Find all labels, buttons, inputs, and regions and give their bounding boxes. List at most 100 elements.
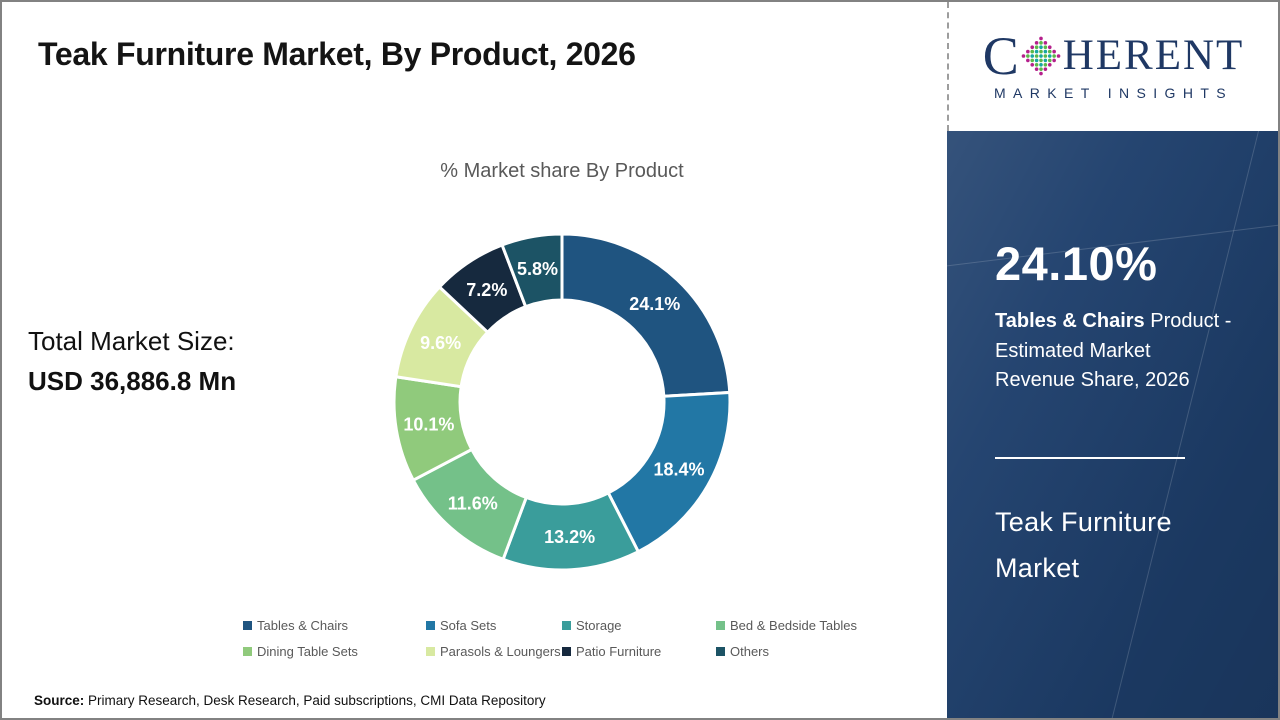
source-label: Source:: [34, 693, 85, 708]
highlight-description-line2: Estimated Market: [995, 339, 1151, 362]
globe-dot: [1052, 49, 1056, 54]
globe-dot: [1030, 49, 1034, 54]
donut-segment-label: 9.6%: [420, 333, 461, 353]
globe-dot: [1047, 45, 1052, 50]
legend-item: Dining Table Sets: [243, 644, 426, 659]
legend-swatch-icon: [716, 621, 725, 630]
legend-label: Tables & Chairs: [257, 618, 349, 633]
globe-dot: [1034, 41, 1039, 45]
globe-dot: [1038, 67, 1043, 71]
globe-dot: [1034, 62, 1039, 67]
legend-item: Others: [716, 644, 916, 659]
globe-dot: [1038, 41, 1043, 45]
globe-dot: [1038, 62, 1043, 67]
globe-dot: [1056, 54, 1061, 58]
globe-dot: [1025, 54, 1030, 58]
globe-dot: [1043, 41, 1047, 45]
globe-dot: [1047, 49, 1052, 54]
globe-dot: [1034, 45, 1039, 50]
globe-dot: [1043, 45, 1047, 50]
legend-item: Patio Furniture: [562, 644, 716, 659]
highlight-panel: 24.10% Tables & Chairs Product - Estimat…: [947, 131, 1278, 718]
highlight-description: Tables & Chairs Product - Estimated Mark…: [995, 307, 1257, 396]
legend-swatch-icon: [243, 647, 252, 656]
globe-dot: [1034, 49, 1039, 54]
total-market-size: Total Market Size: USD 36,886.8 Mn: [28, 326, 236, 397]
highlight-percentage: 24.10%: [995, 237, 1158, 290]
legend-item: Sofa Sets: [426, 618, 562, 633]
chart-title: % Market share By Product: [440, 160, 684, 182]
highlight-description-rest: Product -: [1144, 310, 1232, 332]
donut-segment: [500, 232, 564, 309]
globe-dot: [1043, 58, 1047, 63]
donut-segment-label: 18.4%: [654, 459, 705, 479]
legend-swatch-icon: [243, 621, 252, 630]
donut-segment-label: 7.2%: [466, 280, 507, 300]
legend-label: Dining Table Sets: [257, 644, 358, 659]
legend-label: Others: [730, 644, 770, 659]
panel-market-name: Teak Furniture Market: [995, 507, 1172, 583]
legend-swatch-icon: [426, 647, 435, 656]
logo-tagline: MARKET INSIGHTS: [993, 85, 1234, 102]
globe-dot: [1030, 54, 1034, 58]
source-note: Source: Primary Research, Desk Research,…: [34, 693, 546, 708]
legend-swatch-icon: [562, 647, 571, 656]
globe-dot: [1034, 58, 1039, 63]
page-title: Teak Furniture Market, By Product, 2026: [38, 36, 636, 72]
globe-dot: [1047, 62, 1052, 67]
globe-dot: [1034, 54, 1039, 58]
donut-segment: [560, 232, 732, 398]
globe-dot: [1038, 58, 1043, 63]
donut-segment-label: 13.2%: [544, 527, 595, 547]
donut-segment-label: 11.6%: [448, 493, 498, 513]
globe-dot: [1038, 36, 1043, 41]
legend-item: Storage: [562, 618, 716, 633]
globe-dot: [1038, 45, 1043, 50]
globe-dot: [1043, 67, 1047, 71]
chart-legend: Tables & Chairs Sofa Sets Storage Bed & Bed…: [243, 618, 916, 659]
legend-swatch-icon: [716, 647, 725, 656]
cmi-globe-icon: [1021, 36, 1061, 76]
globe-dot: [1047, 58, 1052, 63]
legend-swatch-icon: [562, 621, 571, 630]
highlight-description-bold: Tables & Chairs: [995, 310, 1145, 332]
legend-label: Bed & Bedside Tables: [730, 618, 857, 633]
globe-dot: [1038, 54, 1043, 58]
globe-dot: [1052, 58, 1056, 63]
globe-dot: [1038, 49, 1043, 54]
legend-label: Patio Furniture: [576, 644, 662, 659]
legend-label: Parasols & Loungers: [440, 644, 561, 659]
logo-wordmark-text: HERENT: [1062, 31, 1245, 79]
total-market-size-value: USD 36,886.8 Mn: [28, 366, 237, 396]
globe-dot: [1047, 54, 1052, 58]
source-text: Primary Research, Desk Research, Paid su…: [84, 693, 546, 708]
donut-segment-label: 5.8%: [517, 259, 558, 279]
legend-label: Storage: [576, 618, 622, 633]
total-market-size-label: Total Market Size:: [28, 326, 235, 356]
globe-dot: [1043, 49, 1047, 54]
globe-dot: [1038, 71, 1043, 76]
globe-dot: [1052, 54, 1056, 58]
company-logo: C HERENT MARKET INSIGHTS: [947, 2, 1278, 131]
legend-item: Bed & Bedside Tables: [716, 618, 916, 633]
legend-label: Sofa Sets: [440, 618, 497, 633]
legend-item: Parasols & Loungers: [426, 644, 562, 659]
globe-dot: [1043, 62, 1047, 67]
logo-letter-c: C: [982, 25, 1019, 86]
globe-dot: [1025, 58, 1030, 63]
globe-dot: [1030, 62, 1034, 67]
panel-divider: [995, 457, 1185, 459]
legend-item: Tables & Chairs: [243, 618, 426, 633]
donut-chart: 24.1% 18.4% 13.2% 11.6% 10.1% 9.6% 7.2% 5.8%: [392, 232, 732, 572]
donut-segment-label: 24.1%: [629, 294, 680, 314]
logo-wordmark: C HERENT: [982, 25, 1245, 86]
globe-dot: [1021, 54, 1026, 58]
highlight-description-line3: Revenue Share, 2026: [995, 369, 1190, 391]
legend-swatch-icon: [426, 621, 435, 630]
donut-segment-label: 10.1%: [403, 414, 454, 434]
highlight-description-line1: Tables & Chairs Product -: [995, 307, 1257, 337]
globe-dot: [1025, 49, 1030, 54]
globe-dot: [1043, 54, 1047, 58]
globe-dot: [1030, 45, 1034, 50]
